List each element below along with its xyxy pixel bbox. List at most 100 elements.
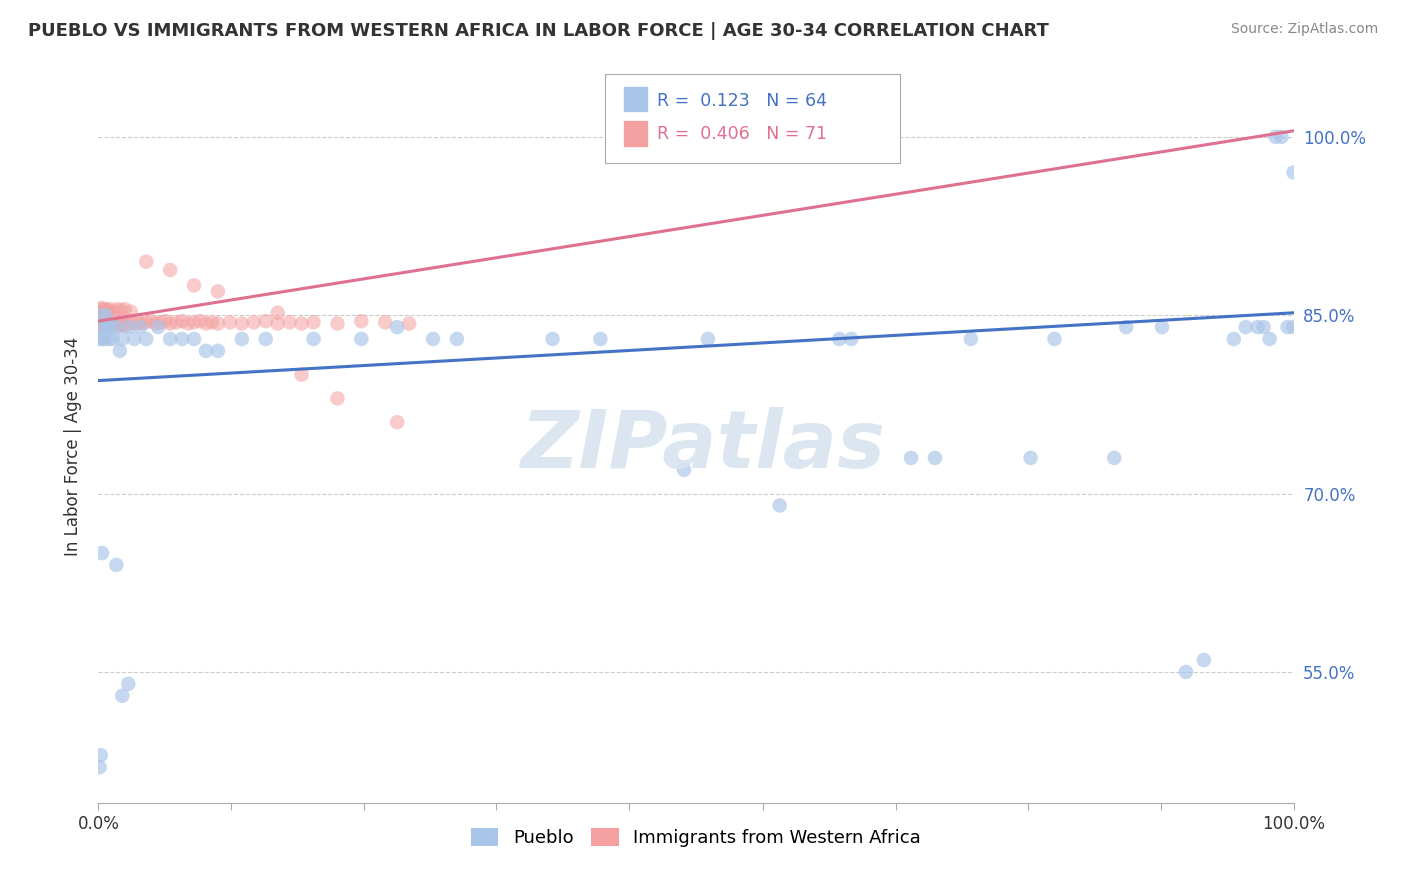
Point xyxy=(110,303,132,318)
Point xyxy=(385,320,409,334)
Point xyxy=(195,317,218,331)
Point xyxy=(105,320,128,334)
Point xyxy=(172,332,194,346)
Point xyxy=(131,317,153,331)
Point xyxy=(98,317,122,331)
Point xyxy=(183,278,205,293)
Point xyxy=(207,317,229,331)
Point xyxy=(112,317,135,331)
Point xyxy=(1019,450,1042,465)
Point xyxy=(89,302,111,317)
Point xyxy=(89,314,111,328)
Point xyxy=(291,317,314,331)
Point xyxy=(446,332,468,346)
Point xyxy=(127,315,149,329)
Point xyxy=(115,318,138,333)
Point xyxy=(148,320,170,334)
Point xyxy=(90,320,112,334)
Point xyxy=(1277,320,1299,334)
Point xyxy=(1043,332,1066,346)
Point xyxy=(1271,129,1294,144)
Point xyxy=(243,315,266,329)
Point xyxy=(91,317,114,331)
Point xyxy=(111,332,134,346)
Point xyxy=(165,315,187,329)
Point xyxy=(207,285,229,299)
Point xyxy=(117,677,139,691)
Point xyxy=(94,302,117,317)
Point xyxy=(828,332,851,346)
Point xyxy=(94,308,117,322)
Point xyxy=(1258,332,1281,346)
Point xyxy=(98,318,121,332)
Point xyxy=(302,315,325,329)
Text: R =  0.406   N = 71: R = 0.406 N = 71 xyxy=(657,125,827,143)
Point xyxy=(159,332,181,346)
Point xyxy=(91,301,114,315)
Point xyxy=(111,689,134,703)
Point xyxy=(135,254,157,268)
Point xyxy=(172,314,194,328)
Point xyxy=(326,392,349,406)
Point xyxy=(105,317,128,331)
Point xyxy=(231,332,253,346)
Point xyxy=(900,450,922,465)
Point xyxy=(96,320,118,334)
Point xyxy=(97,320,120,334)
Point xyxy=(101,332,124,346)
Point xyxy=(108,343,131,358)
Point xyxy=(120,304,142,318)
Point xyxy=(254,314,277,328)
Point xyxy=(589,332,612,346)
Point xyxy=(1152,320,1174,334)
Point xyxy=(155,314,177,328)
Point xyxy=(960,332,983,346)
Point xyxy=(1264,129,1286,144)
Point xyxy=(350,314,373,328)
Point xyxy=(267,317,290,331)
Point xyxy=(108,317,131,331)
Point xyxy=(1192,653,1215,667)
Point xyxy=(93,318,115,332)
Legend: Pueblo, Immigrants from Western Africa: Pueblo, Immigrants from Western Africa xyxy=(464,821,928,855)
Point xyxy=(114,302,136,317)
Point xyxy=(97,303,120,318)
Point xyxy=(90,320,112,334)
Text: ZIPatlas: ZIPatlas xyxy=(520,407,886,485)
Point xyxy=(1282,165,1305,179)
Point xyxy=(768,499,790,513)
Point xyxy=(1115,320,1137,334)
Point xyxy=(398,317,420,331)
Point xyxy=(103,304,125,318)
Point xyxy=(302,332,325,346)
Point xyxy=(422,332,444,346)
Point xyxy=(267,306,290,320)
Point xyxy=(98,302,122,317)
Point xyxy=(1234,320,1257,334)
Y-axis label: In Labor Force | Age 30-34: In Labor Force | Age 30-34 xyxy=(63,336,82,556)
Point xyxy=(1223,332,1246,346)
Point xyxy=(91,304,114,318)
Point xyxy=(89,760,111,774)
Point xyxy=(90,748,112,763)
Point xyxy=(201,315,224,329)
Point xyxy=(159,317,181,331)
Point xyxy=(188,314,211,328)
Point xyxy=(100,318,122,333)
Point xyxy=(1253,320,1275,334)
Point xyxy=(124,317,146,331)
Point xyxy=(107,302,129,317)
Text: PUEBLO VS IMMIGRANTS FROM WESTERN AFRICA IN LABOR FORCE | AGE 30-34 CORRELATION : PUEBLO VS IMMIGRANTS FROM WESTERN AFRICA… xyxy=(28,22,1049,40)
Point xyxy=(111,318,134,332)
Point xyxy=(183,315,205,329)
Point xyxy=(117,320,139,334)
Point xyxy=(98,332,121,346)
Point xyxy=(291,368,314,382)
Point xyxy=(98,320,122,334)
Point xyxy=(91,308,114,322)
Point xyxy=(91,332,114,346)
Point xyxy=(183,332,205,346)
Point xyxy=(105,558,128,572)
Point xyxy=(219,315,242,329)
Point xyxy=(1247,320,1270,334)
